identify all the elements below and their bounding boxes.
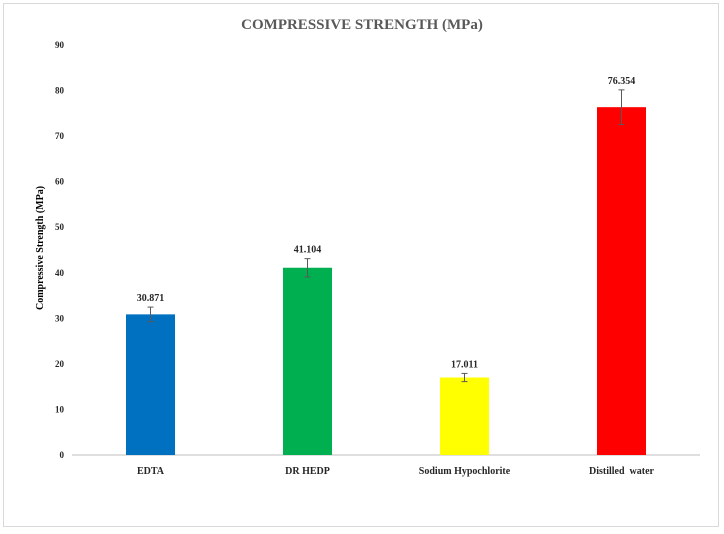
x-tick-label: Distilled water: [589, 466, 655, 477]
y-tick-label: 10: [55, 404, 65, 414]
bar: [126, 314, 175, 455]
bars-group: 30.871 EDTA 41.104 DR HEDP 17.011 Sodium Hypo…: [126, 76, 655, 477]
data-label: 76.354: [608, 76, 636, 87]
y-tick-label: 50: [55, 222, 65, 232]
y-tick-label: 40: [55, 268, 65, 278]
y-tick-label: 70: [55, 131, 65, 141]
x-tick-label: EDTA: [137, 466, 165, 477]
x-tick-label: Sodium Hypochlorite: [419, 466, 511, 477]
y-axis-label: Compressive Strength (MPa): [35, 186, 46, 310]
bar: [597, 107, 646, 456]
y-axis-ticks: 0 10 20 30 40 50 60 70 80 90: [55, 40, 65, 460]
data-label: 17.011: [451, 359, 478, 370]
y-tick-label: 20: [55, 359, 65, 369]
y-tick-label: 60: [55, 177, 65, 187]
data-label: 41.104: [294, 245, 322, 256]
bar: [440, 377, 489, 455]
y-tick-label: 80: [55, 86, 65, 96]
chart-title: COMPRESSIVE STRENGTH (MPa): [241, 17, 483, 33]
y-tick-label: 30: [55, 313, 65, 323]
data-label: 30.871: [137, 293, 165, 304]
y-tick-label: 0: [60, 450, 65, 460]
x-tick-label: DR HEDP: [285, 466, 330, 477]
y-tick-label: 90: [55, 40, 65, 50]
bar: [283, 267, 332, 455]
